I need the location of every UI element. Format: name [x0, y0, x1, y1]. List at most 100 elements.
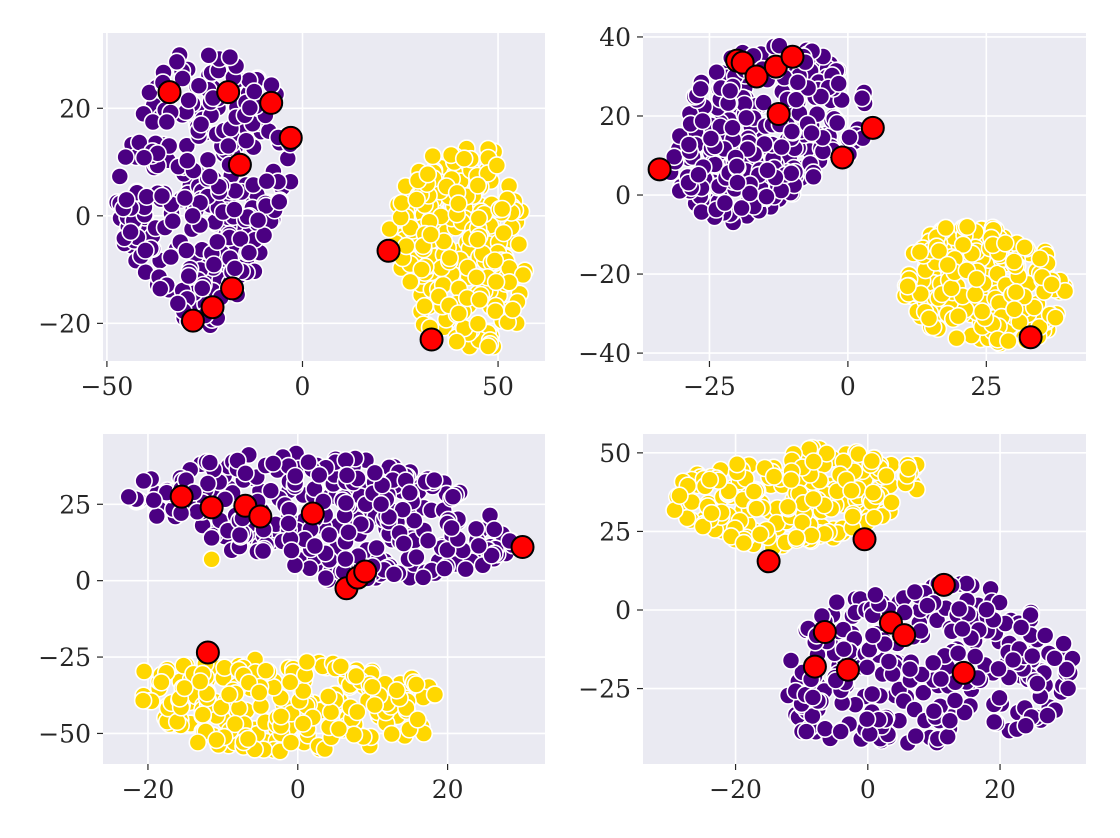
y-tick-label: 25 — [599, 517, 631, 546]
scatter-point-yellow — [965, 285, 985, 304]
highlighted-point — [852, 527, 877, 552]
scatter-point-purple — [781, 651, 801, 670]
y-tick-label: −20 — [38, 309, 91, 338]
scatter-point-purple — [796, 722, 816, 741]
scatter-point-purple — [300, 558, 320, 578]
scatter-point-purple — [137, 187, 156, 206]
scatter-point-purple — [144, 490, 163, 510]
scatter-point-yellow — [380, 219, 399, 239]
scatter-point-purple — [1021, 605, 1040, 625]
x-tick-label: 0 — [295, 372, 311, 401]
scatter-point-purple — [905, 582, 925, 602]
scatter-point-purple — [781, 164, 801, 183]
scatter-point-purple — [754, 93, 773, 112]
scatter-point-yellow — [817, 444, 837, 463]
scatter-point-purple — [782, 122, 802, 141]
scatter-point-purple — [147, 506, 167, 526]
scatter-point-yellow — [423, 146, 443, 166]
scatter-point-purple — [482, 546, 502, 565]
highlighted-point — [419, 327, 444, 352]
y-tick-label: 20 — [599, 102, 631, 131]
highlighted-point — [951, 660, 976, 685]
scatter-point-yellow — [207, 730, 226, 750]
scatter-point-yellow — [249, 683, 269, 702]
scatter-point-purple — [788, 73, 808, 92]
scatter-point-purple — [200, 167, 220, 186]
scatter-point-purple — [918, 596, 937, 615]
scatter-point-yellow — [929, 241, 949, 261]
scatter-point-yellow — [418, 164, 438, 184]
scatter-point-purple — [723, 118, 742, 137]
x-tick-label: 0 — [840, 372, 856, 401]
scatter-point-purple — [852, 88, 872, 108]
scatter-point-purple — [732, 198, 751, 218]
scatter-point-yellow — [942, 278, 961, 298]
scatter-point-purple — [253, 541, 273, 561]
scatter-point-yellow — [727, 454, 747, 474]
scatter-point-purple — [953, 619, 972, 639]
highlighted-point — [756, 549, 781, 574]
y-tick-label: 0 — [75, 567, 91, 596]
scatter-point-purple — [116, 147, 135, 167]
scatter-point-purple — [863, 626, 883, 645]
scatter-point-purple — [394, 534, 414, 553]
x-tick-label: 20 — [984, 775, 1016, 804]
scatter-point-yellow — [408, 710, 428, 729]
scatter-point-purple — [279, 514, 298, 533]
highlighted-point — [353, 559, 378, 584]
scatter-point-purple — [261, 481, 281, 501]
scatter-point-purple — [119, 487, 138, 507]
scatter-point-purple — [167, 52, 187, 72]
scatter-point-yellow — [329, 719, 349, 739]
scatter-point-purple — [831, 722, 851, 741]
scatter-point-purple — [198, 150, 218, 170]
scatter-point-purple — [923, 653, 943, 673]
scatter-point-yellow — [280, 672, 300, 692]
scatter-point-yellow — [440, 248, 460, 268]
scatter-point-purple — [1016, 716, 1035, 736]
scatter-point-purple — [720, 81, 740, 101]
scatter-point-yellow — [948, 306, 968, 326]
scatter-point-yellow — [1030, 249, 1050, 268]
scatter-point-purple — [319, 525, 339, 545]
scatter-point-purple — [949, 599, 969, 619]
scatter-point-purple — [757, 187, 776, 206]
scatter-point-yellow — [281, 733, 301, 752]
scatter-point-yellow — [1046, 308, 1065, 328]
data-points — [119, 444, 523, 761]
scatter-point-purple — [772, 137, 791, 157]
scatter-point-yellow — [957, 217, 977, 237]
scatter-point-purple — [1054, 634, 1073, 653]
scatter-point-yellow — [485, 251, 505, 270]
y-tick-label: 0 — [75, 202, 91, 231]
scatter-point-purple — [161, 247, 181, 267]
scatter-point-yellow — [898, 276, 917, 296]
scatter-point-yellow — [747, 499, 766, 518]
scatter-point-yellow — [406, 675, 426, 694]
scatter-point-yellow — [863, 483, 883, 503]
scatter-point-purple — [829, 74, 849, 93]
scatter-point-purple — [879, 652, 899, 671]
scatter-point-purple — [802, 123, 821, 143]
scatter-point-purple — [236, 463, 255, 483]
scatter-point-yellow — [919, 308, 939, 328]
scatter-point-yellow — [225, 714, 245, 734]
scatter-point-purple — [365, 463, 385, 483]
scatter-point-purple — [199, 45, 218, 65]
scatter-point-purple — [857, 657, 877, 677]
highlighted-point — [157, 80, 182, 105]
scatter-point-purple — [134, 148, 154, 167]
scatter-point-purple — [804, 167, 823, 187]
scatter-point-yellow — [1015, 238, 1034, 257]
scatter-point-purple — [1038, 706, 1057, 725]
scatter-point-purple — [827, 592, 847, 612]
scatter-point-yellow — [972, 302, 992, 321]
x-tick-label: 0 — [290, 775, 306, 804]
scatter-point-purple — [727, 157, 747, 176]
scatter-point-yellow — [175, 678, 194, 698]
highlighted-point — [835, 657, 860, 682]
scatter-point-purple — [269, 192, 289, 212]
scatter-point-yellow — [843, 507, 863, 526]
scatter-point-yellow — [882, 493, 901, 512]
